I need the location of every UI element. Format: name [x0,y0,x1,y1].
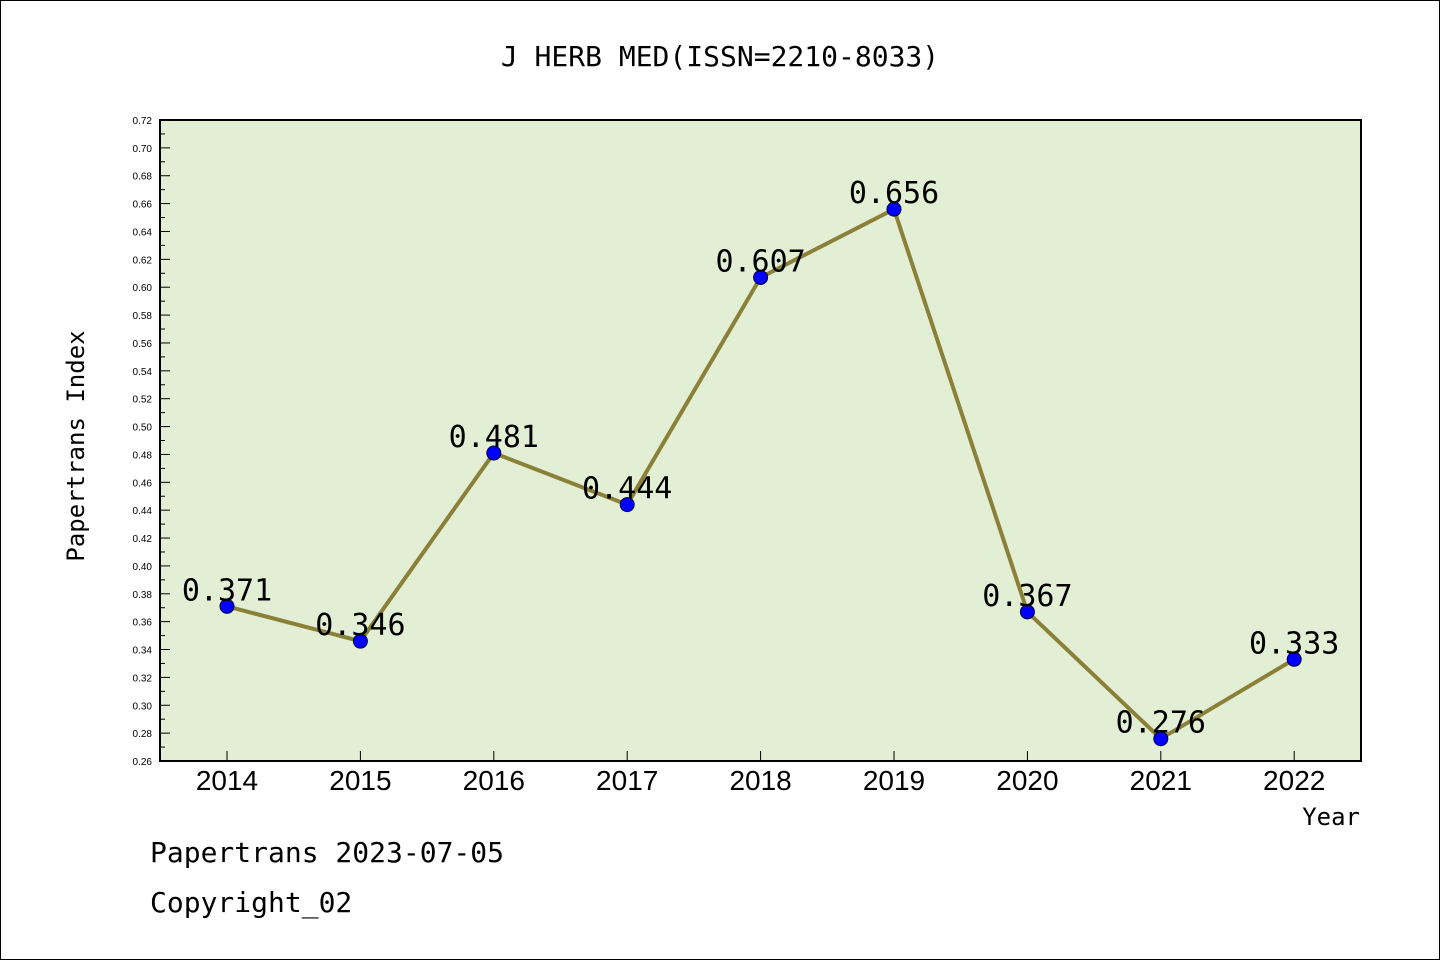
y-tick-label: 0.48 [133,450,153,461]
y-tick-label: 0.28 [133,729,153,740]
data-label: 0.444 [582,472,672,507]
y-tick-label: 0.36 [133,618,153,629]
data-point [1153,731,1169,747]
y-tick-label: 0.52 [133,395,153,406]
y-tick-label: 0.32 [133,673,153,684]
y-tick-label: 0.26 [133,757,153,768]
data-label: 0.346 [315,608,405,643]
data-point [619,497,635,513]
y-axis: 0.26 0.28 0.30 0.32 0.34 0.36 0.38 0.40 0.42 0.44… [133,116,170,768]
x-axis: 2014 2015 2016 2017 2018 2019 2020 2021 2022 [196,751,1325,796]
y-tick-label: 0.46 [133,478,153,489]
data-point [886,201,902,217]
data-label: 0.371 [182,573,272,608]
x-tick-label: 2017 [596,765,658,796]
y-tick-label: 0.30 [133,701,153,712]
data-point [753,269,769,285]
y-tick-label: 0.58 [133,311,153,322]
chart-title: J HERB MED(ISSN=2210-8033) [501,40,939,73]
y-tick-label: 0.38 [133,590,153,601]
data-point [486,445,502,461]
y-tick-label: 0.40 [133,562,153,573]
series-markers [219,201,1302,747]
data-label: 0.656 [849,176,939,211]
x-tick-label: 2014 [196,765,258,796]
data-label: 0.333 [1249,626,1339,661]
footer-copyright: Copyright_02 [150,886,353,919]
y-tick-label: 0.50 [133,423,153,434]
data-label: 0.607 [715,244,805,279]
y-tick-label: 0.56 [133,339,153,350]
y-tick-label: 0.60 [133,283,153,294]
y-tick-label: 0.62 [133,255,153,266]
y-tick-label: 0.64 [133,227,153,238]
data-point [1286,651,1302,667]
y-tick-label: 0.54 [133,367,153,378]
x-tick-label: 2015 [329,765,391,796]
data-point [219,598,235,614]
x-tick-label: 2021 [1130,765,1192,796]
y-tick-label: 0.42 [133,534,153,545]
y-tick-label: 0.72 [133,116,153,127]
data-label: 0.367 [982,579,1072,614]
plot-area [159,119,1362,762]
y-tick-label: 0.68 [133,172,153,183]
footer-date: Papertrans 2023-07-05 [150,836,505,869]
y-tick-label: 0.70 [133,144,153,155]
data-labels: 0.371 0.346 0.481 0.444 0.607 0.656 0.367 0.276… [182,176,1340,741]
y-tick-label: 0.34 [133,646,153,657]
y-axis-label: Papertrans Index [62,330,90,561]
data-label: 0.481 [449,420,539,455]
data-label: 0.276 [1116,706,1206,741]
x-tick-label: 2018 [729,765,791,796]
y-tick-label: 0.44 [133,506,153,517]
data-point [352,633,368,649]
x-tick-label: 2016 [463,765,525,796]
data-point [1019,604,1035,620]
x-tick-label: 2020 [996,765,1058,796]
y-tick-label: 0.66 [133,200,153,211]
x-axis-label: Year [1302,803,1360,831]
x-tick-label: 2019 [863,765,925,796]
x-tick-label: 2022 [1263,765,1325,796]
